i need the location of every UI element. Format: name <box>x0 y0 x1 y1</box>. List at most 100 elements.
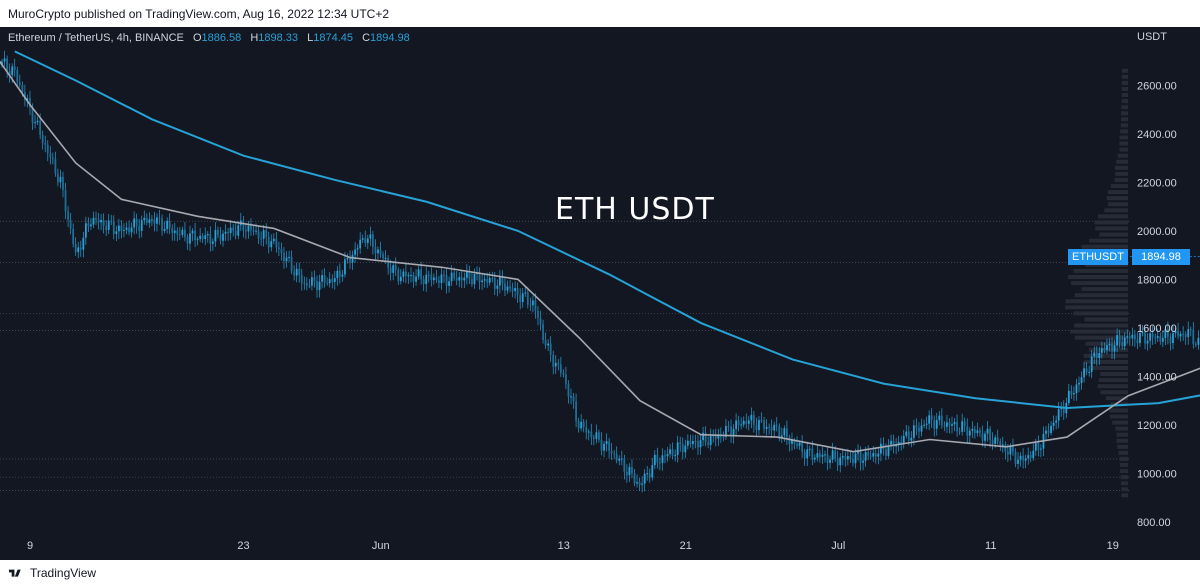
candle-body <box>742 420 745 425</box>
candle-body <box>664 455 666 457</box>
price-chart[interactable]: 800.00 1000.00 1200.00 1400.00 1600.00 1800.0… <box>0 0 1200 560</box>
candle-body <box>699 440 702 448</box>
legend-high-value: 1898.33 <box>258 32 299 44</box>
candle-body <box>1161 338 1164 342</box>
profile-bar <box>1094 220 1128 225</box>
profile-bar <box>1100 372 1128 377</box>
candle-body <box>1004 444 1007 452</box>
axis-unit-label: USDT <box>1137 31 1167 43</box>
candle-body <box>841 456 844 458</box>
candle-body <box>427 274 430 276</box>
legend-close-label: C <box>362 32 371 44</box>
candle-body <box>598 432 600 440</box>
candle-body <box>280 249 283 253</box>
y-tick-label: 1200.00 <box>1137 420 1177 432</box>
candle-body <box>44 143 47 145</box>
candle-body <box>1050 425 1052 434</box>
candle-body <box>625 471 628 476</box>
candle-body <box>359 239 362 249</box>
profile-bar <box>1074 335 1128 340</box>
candle-body <box>727 426 730 428</box>
candle-body <box>1067 390 1070 404</box>
candle-body <box>336 270 339 279</box>
candle-body <box>946 422 948 427</box>
candle-body <box>758 419 760 431</box>
candle-body <box>321 275 323 282</box>
candle-body <box>176 230 179 235</box>
candle-body <box>628 466 631 476</box>
candle-body <box>595 432 598 439</box>
candle-body <box>608 441 610 451</box>
candle-body <box>463 277 466 281</box>
candle-body <box>1144 332 1146 344</box>
candle-body <box>618 458 621 461</box>
chart-area[interactable] <box>0 27 1200 560</box>
candle-body <box>813 457 816 460</box>
candle-body <box>143 217 146 221</box>
publisher-text: MuroCrypto published on TradingView.com,… <box>8 7 390 21</box>
candle-body <box>128 227 130 233</box>
candle-body <box>1106 345 1108 351</box>
candle-body <box>242 220 245 231</box>
candle-body <box>1070 390 1073 395</box>
candle-body <box>62 176 64 190</box>
candle-body <box>844 456 847 460</box>
candle-body <box>958 431 961 433</box>
y-tick-label: 1000.00 <box>1137 468 1177 480</box>
profile-bar <box>1073 268 1128 273</box>
candle-body <box>211 241 214 244</box>
candle-body <box>1121 342 1124 347</box>
profile-bar <box>1117 153 1128 158</box>
profile-bar <box>1083 353 1128 358</box>
profile-bar <box>1118 450 1128 455</box>
profile-bar <box>1074 293 1128 298</box>
x-tick-label: 13 <box>558 540 570 552</box>
candle-body <box>1116 335 1118 346</box>
candle-body <box>41 134 44 144</box>
candle-body <box>374 246 377 254</box>
candle-body <box>156 217 158 224</box>
candle-body <box>562 373 565 375</box>
candle-body <box>651 465 654 478</box>
candle-body <box>328 279 331 284</box>
candle-body <box>430 274 433 281</box>
candle-body <box>133 218 136 228</box>
candle-body <box>1136 339 1139 344</box>
candle-body <box>123 230 125 232</box>
candle-body <box>394 265 397 270</box>
candle-body <box>890 440 892 446</box>
candle-body <box>323 275 326 283</box>
candle-body <box>778 426 781 439</box>
candle-body <box>620 458 623 460</box>
profile-bar <box>1121 105 1128 110</box>
candle-body <box>633 473 636 484</box>
candle-body <box>554 362 557 367</box>
candle-body <box>1111 344 1113 352</box>
candle-body <box>168 220 171 228</box>
profile-bar <box>1116 432 1128 437</box>
candle-body <box>369 234 372 239</box>
candle-body <box>125 227 128 231</box>
candle-body <box>405 271 407 277</box>
candle-body <box>1027 455 1030 459</box>
candle-body <box>349 257 351 263</box>
candle-body <box>1034 442 1037 451</box>
candle-body <box>557 362 560 365</box>
candle-body <box>361 238 364 240</box>
candle-body <box>16 70 19 83</box>
candle-body <box>1095 352 1098 359</box>
candle-body <box>46 144 49 154</box>
candle-body <box>1100 348 1103 353</box>
candle-body <box>79 247 82 250</box>
candle-body <box>737 420 740 425</box>
candle-body <box>839 457 842 466</box>
candle-body <box>885 449 887 456</box>
candle-body <box>478 273 481 283</box>
candle-body <box>8 71 11 76</box>
candle-body <box>382 254 384 259</box>
candle-body <box>956 422 958 432</box>
candle-body <box>278 247 280 250</box>
candle-body <box>559 364 562 373</box>
candle-body <box>819 453 821 457</box>
candle-body <box>572 396 575 402</box>
